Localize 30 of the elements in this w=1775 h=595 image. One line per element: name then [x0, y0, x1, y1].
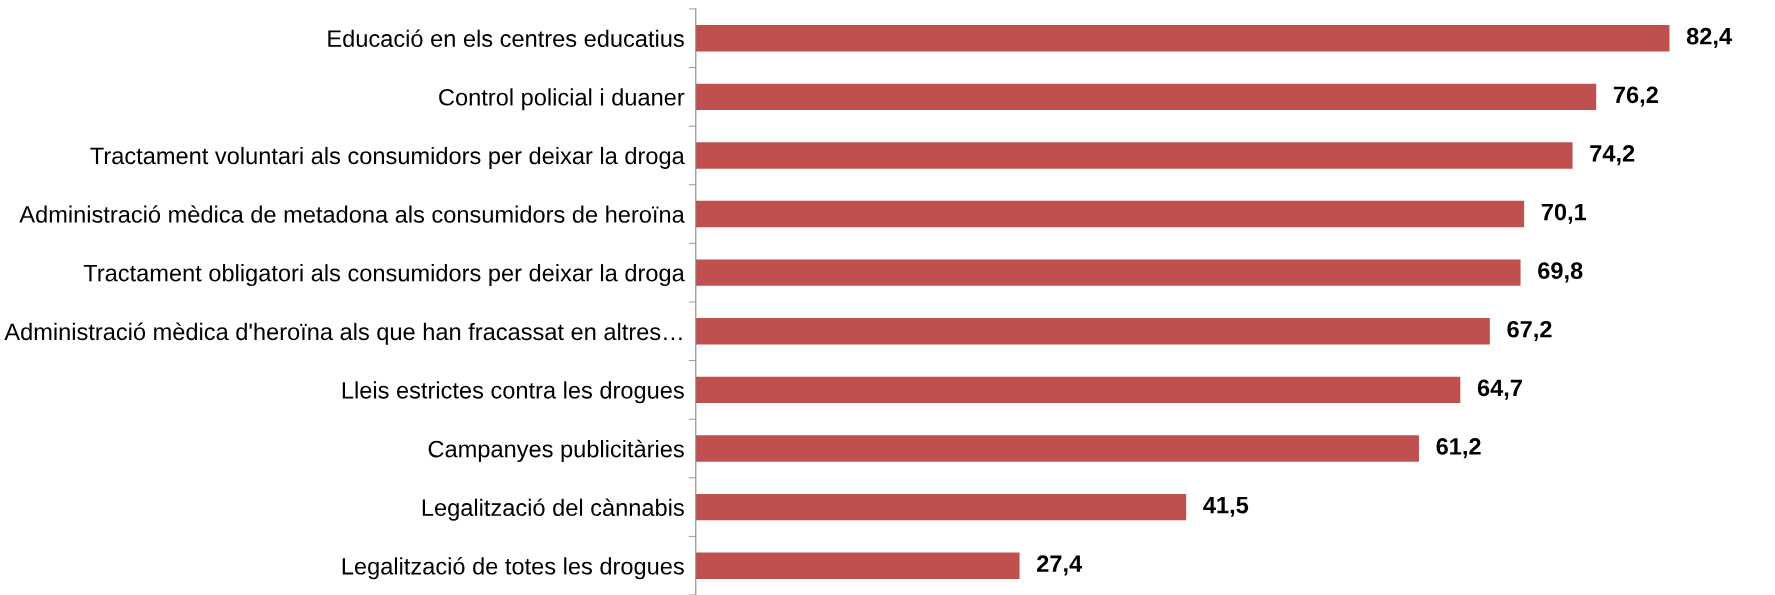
y-tick-label: Legalització de totes les drogues [342, 557, 684, 580]
y-tick-label: Control policial i duaner [439, 88, 685, 111]
data-label: 70,1 [1541, 203, 1587, 224]
bar [695, 552, 1020, 579]
bar [695, 435, 1419, 462]
y-tick-label: Educació en els centres educatius [328, 29, 684, 48]
bar [695, 318, 1490, 345]
data-label: 67,2 [1507, 320, 1552, 342]
data-label: 74,2 [1590, 145, 1635, 166]
data-label: 41,5 [1203, 496, 1249, 517]
bar [695, 200, 1525, 228]
data-label: 61,2 [1436, 438, 1481, 459]
y-tick-label: Campanyes publicitàries [428, 439, 684, 463]
y-tick-label: Administració mèdica de metadona als consumidors de heroïna [19, 205, 685, 223]
data-label: 82,4 [1686, 27, 1732, 48]
y-tick-label: Tractament obligatori als consumidors per deixar la droga [83, 264, 685, 287]
y-tick-label: Tractament voluntari als consumidors per deixar la droga [90, 146, 685, 169]
bar [695, 25, 1670, 52]
bar [695, 142, 1573, 169]
bar [695, 493, 1187, 521]
y-tick-label: Legalització del cànnabis [422, 498, 684, 521]
data-label: 76,2 [1613, 86, 1658, 107]
data-label: 64,7 [1477, 379, 1522, 400]
y-tick-label: Administració mèdica d'heroïna als que han fracassat en altres… [4, 322, 682, 345]
bar [695, 376, 1461, 404]
bar [695, 259, 1521, 286]
data-label: 69,8 [1538, 262, 1583, 283]
y-tick-label: Lleis estrictes contra les drogues [342, 381, 684, 404]
data-label: 27,4 [1037, 555, 1083, 576]
bar [695, 83, 1597, 111]
